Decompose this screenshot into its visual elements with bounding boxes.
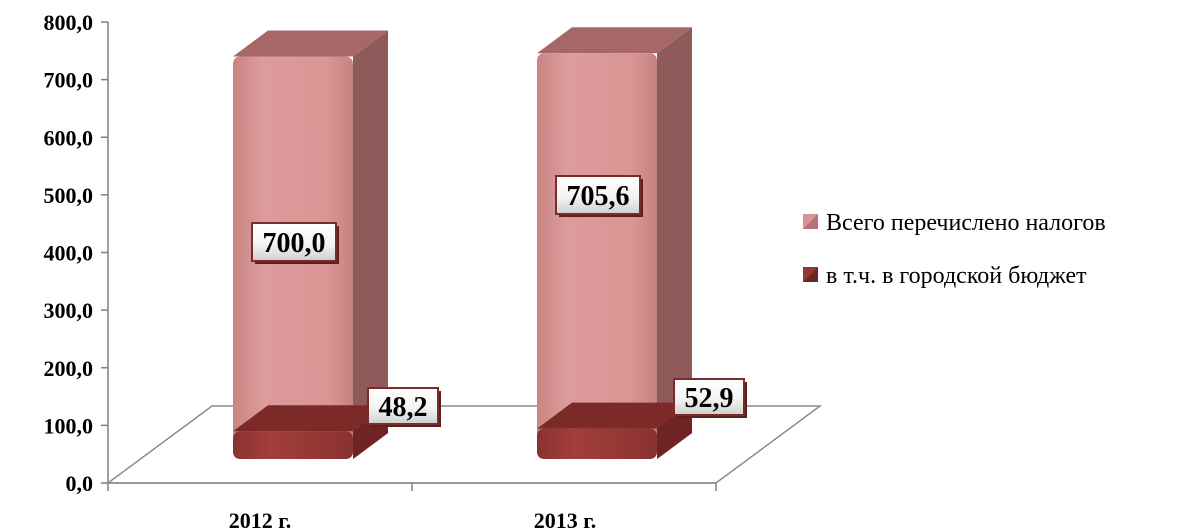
y-tick-label: 400,0	[44, 241, 94, 266]
y-tick-label: 100,0	[44, 413, 94, 438]
legend: Всего перечислено налогов в т.ч. в городс…	[803, 210, 1106, 289]
y-tick-label: 0,0	[66, 471, 94, 496]
y-ticks: 0,0 100,0 200,0 300,0 400,0 500,0 600,0 700,0 80…	[44, 10, 108, 496]
bar-city-0-front	[233, 431, 353, 459]
y-tick-label: 600,0	[44, 125, 94, 150]
plot-floor	[105, 405, 823, 484]
y-tick-label: 300,0	[44, 298, 94, 323]
x-ticks	[107, 483, 717, 491]
bar-total-1-front	[537, 53, 657, 459]
data-label-total-1: 705,6	[555, 175, 643, 217]
bar-total-0	[233, 30, 388, 459]
legend-item: Всего перечислено налогов	[803, 210, 1106, 236]
data-label-total-0-text: 700,0	[263, 228, 326, 259]
y-tick-label: 800,0	[44, 10, 94, 35]
y-tick-label: 200,0	[44, 356, 94, 381]
y-tick-label: 700,0	[44, 68, 94, 93]
data-label-total-0: 700,0	[251, 222, 339, 264]
legend-item: в т.ч. в городской бюджет	[803, 263, 1087, 289]
category-label: 2012 г.	[229, 508, 292, 528]
bar-total-1	[537, 27, 692, 460]
data-label-city-0-text: 48,2	[379, 392, 428, 423]
data-label-city-0: 48,2	[367, 387, 441, 427]
legend-label: Всего перечислено налогов	[826, 210, 1106, 236]
data-label-total-1-text: 705,6	[567, 181, 630, 212]
bar-total-1-side	[657, 27, 692, 460]
bar-city-1-front	[537, 428, 657, 459]
bar-city-0-top	[233, 405, 388, 432]
bar-total-0-side	[353, 30, 388, 459]
y-tick-label: 500,0	[44, 183, 94, 208]
data-label-city-1-text: 52,9	[685, 383, 734, 414]
data-label-city-1: 52,9	[673, 378, 747, 418]
bar-city-1-top	[537, 402, 692, 429]
legend-label: в т.ч. в городской бюджет	[826, 263, 1087, 289]
category-labels: 2012 г. 2013 г.	[229, 508, 597, 528]
data-labels: 700,0 705,6 48,2 52,9	[251, 175, 747, 427]
bar-city-0	[233, 405, 388, 459]
category-label: 2013 г.	[534, 508, 597, 528]
bars	[233, 27, 692, 460]
bar-city-1	[537, 402, 692, 459]
bar-total-1-top	[537, 27, 692, 54]
bar-total-0-top	[233, 30, 388, 57]
